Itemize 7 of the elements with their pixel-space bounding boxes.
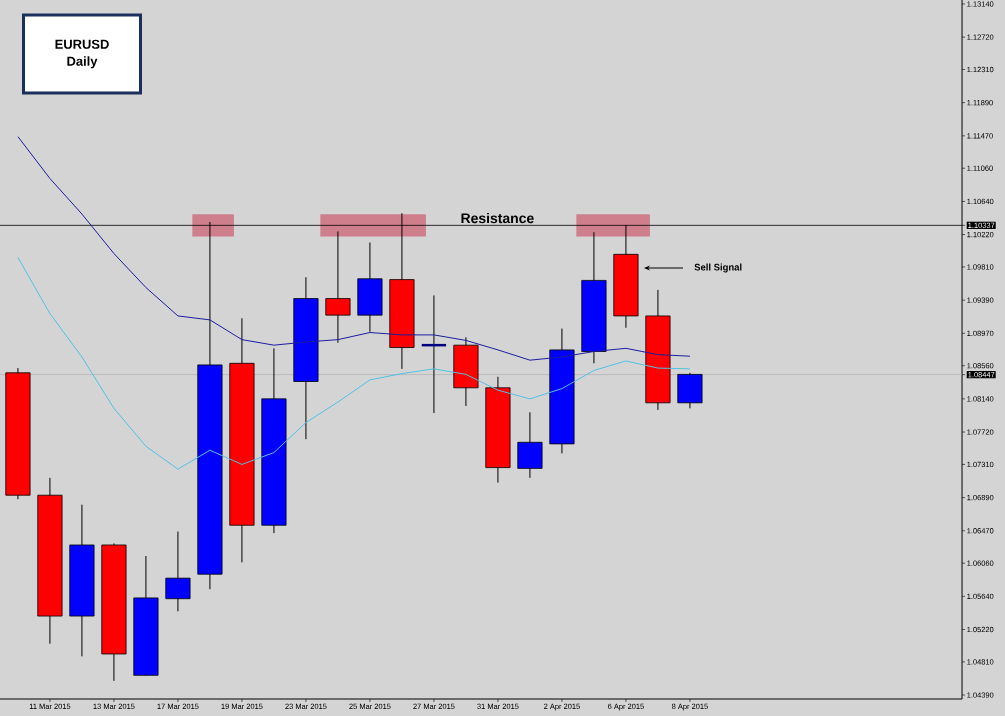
annotation: Sell Signal <box>694 263 742 273</box>
text: Daily <box>67 56 98 69</box>
text: EURUSD <box>55 39 109 49</box>
line-series <box>17 256 691 470</box>
candlestick <box>420 294 448 414</box>
line-series <box>17 136 691 361</box>
ref-line-label: Resistance <box>461 212 534 224</box>
